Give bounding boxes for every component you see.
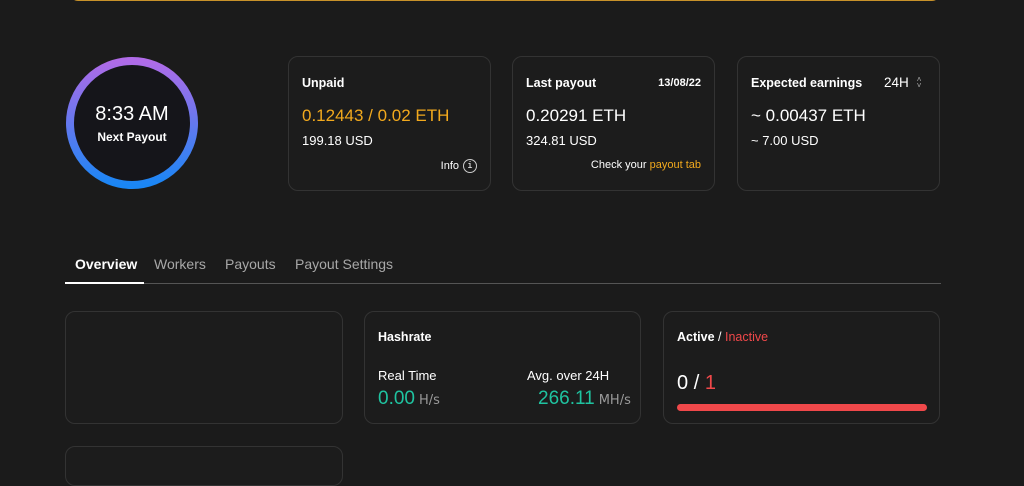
- unpaid-value: 0.12443 / 0.02 ETH: [302, 106, 450, 125]
- inactive-label: Inactive: [724, 330, 769, 344]
- hashrate-card: Hashrate Real Time 0.00 H/s Avg. over 24H…: [364, 311, 641, 424]
- tab-overview[interactable]: Overview: [75, 256, 138, 272]
- expected-earnings-card: Expected earnings 24H ˄ ˅ ~ 0.00437 ETH ~…: [737, 56, 940, 191]
- next-payout-label: Next Payout: [97, 129, 167, 144]
- last-payout-usd: 324.81 USD: [526, 133, 597, 148]
- lower-card: [65, 446, 343, 486]
- check-prefix: Check your: [590, 159, 647, 171]
- period-select[interactable]: 24H ˄ ˅: [884, 75, 921, 90]
- realtime-label: Real Time: [378, 368, 437, 383]
- last-payout-date: 13/08/22: [658, 77, 701, 89]
- active-tab-indicator: [65, 282, 144, 284]
- payout-tab-link[interactable]: payout tab: [649, 159, 701, 171]
- unpaid-title: Unpaid: [302, 76, 345, 90]
- separator: /: [718, 330, 722, 344]
- workers-progress-bar: [677, 404, 927, 411]
- tab-payouts[interactable]: Payouts: [225, 256, 276, 272]
- last-payout-title: Last payout: [526, 76, 597, 90]
- inactive-count: 1: [704, 372, 716, 394]
- top-banner: [70, 0, 940, 1]
- realtime-value: 0.00: [378, 388, 415, 409]
- avg-label: Avg. over 24H: [527, 368, 610, 383]
- active-label: Active: [677, 330, 715, 344]
- info-circle-icon: i: [463, 159, 477, 173]
- info-label: Info: [440, 160, 459, 172]
- next-payout-time: 8:33 AM: [95, 102, 169, 125]
- hashrate-title: Hashrate: [378, 330, 432, 344]
- period-value: 24H: [884, 75, 909, 90]
- next-payout: 8:33 AM Next Payout: [65, 56, 199, 190]
- count-separator: /: [693, 372, 700, 394]
- last-payout-value: 0.20291 ETH: [526, 106, 627, 125]
- unpaid-card: Unpaid 0.12443 / 0.02 ETH 199.18 USD Inf…: [288, 56, 491, 191]
- chevron-up-down-icon: ˄ ˅: [916, 74, 922, 90]
- active-count: 0: [677, 372, 689, 394]
- expected-usd: ~ 7.00 USD: [751, 133, 819, 148]
- avg-unit: MH/s: [598, 393, 631, 408]
- expected-title: Expected earnings: [751, 76, 863, 90]
- tab-bar: Overview Workers Payouts Payout Settings: [65, 248, 941, 284]
- last-payout-card: Last payout 13/08/22 0.20291 ETH 324.81 …: [512, 56, 715, 191]
- empty-card: [65, 311, 343, 424]
- avg-value: 266.11: [538, 388, 595, 409]
- payout-countdown-ring: [66, 57, 198, 189]
- tab-payout-settings[interactable]: Payout Settings: [295, 256, 394, 272]
- workers-status-card: Active / Inactive 0 / 1: [663, 311, 940, 424]
- realtime-unit: H/s: [418, 393, 440, 408]
- expected-value: ~ 0.00437 ETH: [751, 106, 866, 125]
- inactive-fill: [677, 404, 927, 411]
- tab-workers[interactable]: Workers: [154, 256, 206, 272]
- unpaid-usd: 199.18 USD: [302, 133, 373, 148]
- info-button[interactable]: Info i: [441, 159, 477, 173]
